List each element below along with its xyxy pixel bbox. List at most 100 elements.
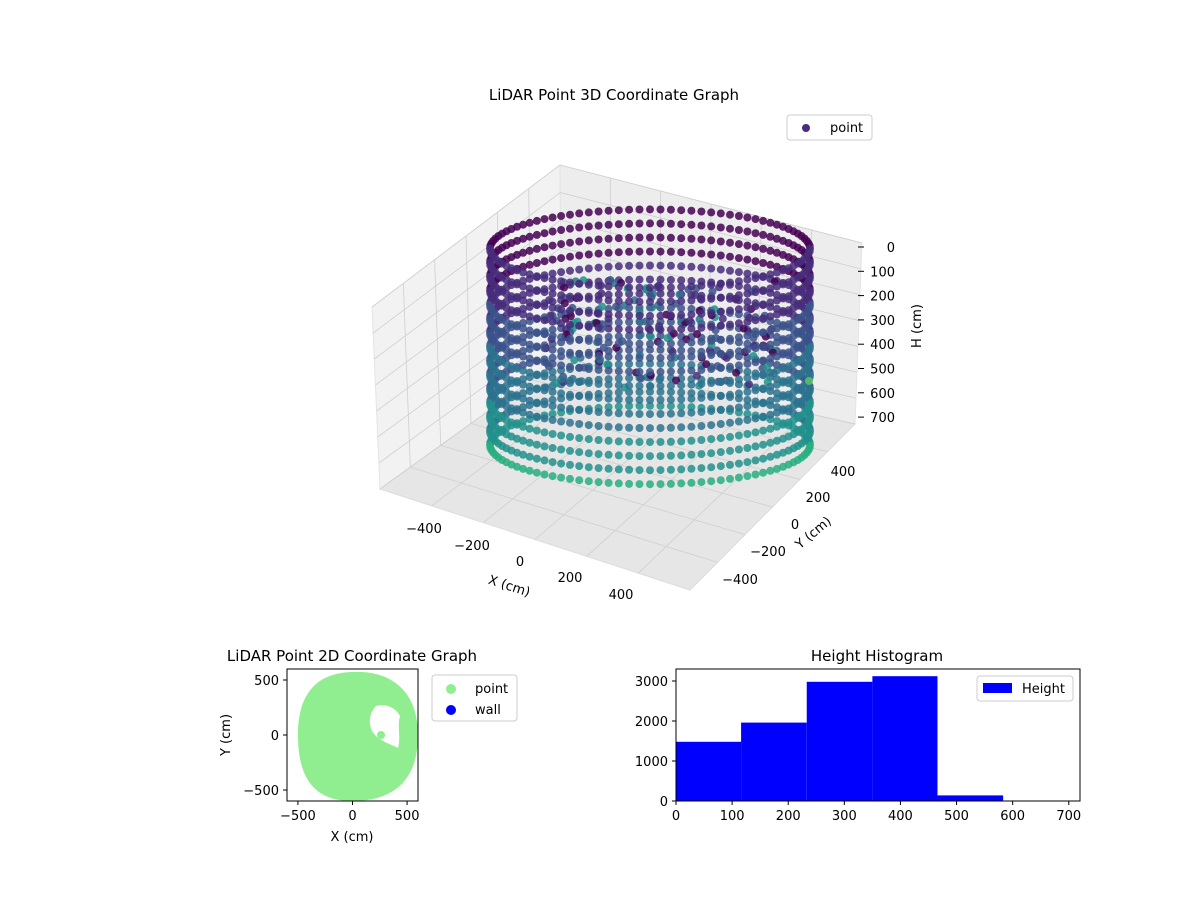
cloud-point (779, 434, 787, 443)
cloud-point (666, 261, 675, 270)
grid-line-z (372, 192, 862, 334)
cloud-point (687, 304, 696, 313)
cloud-point (540, 442, 549, 451)
cloud-point (687, 394, 696, 403)
cloud-point (751, 428, 760, 437)
legend-hist-box (976, 675, 1074, 702)
cloud-point (707, 236, 716, 245)
cloud-point (557, 347, 566, 356)
cloud-point (635, 387, 644, 396)
cloud-point (766, 382, 775, 391)
cloud-point (604, 366, 613, 375)
cloud-point (734, 212, 743, 220)
cloud-point (548, 430, 557, 438)
cloud-point (779, 308, 787, 317)
cloud-point (687, 380, 696, 389)
cloud-point (666, 275, 675, 284)
cloud-point (677, 388, 686, 397)
y-tick-hist: 3000 (635, 675, 668, 690)
x-tick-3d: 200 (558, 571, 583, 586)
cloud-point (677, 451, 686, 460)
cloud-point (766, 466, 775, 475)
cloud-point (635, 247, 644, 256)
cloud-point (525, 270, 534, 279)
cloud-point (734, 254, 743, 263)
cloud-point (532, 384, 541, 393)
cloud-point (614, 290, 623, 299)
cloud-point (646, 339, 654, 348)
cloud-point (584, 264, 593, 273)
cloud-point (677, 367, 686, 376)
cloud-point (743, 416, 752, 424)
cloud-point (734, 291, 743, 300)
cloud-point (584, 449, 593, 458)
cloud-point (635, 297, 644, 306)
cloud-point (540, 288, 549, 297)
cloud-point (625, 381, 634, 390)
cloud-point (614, 248, 623, 257)
cloud-point (557, 431, 566, 440)
cloud-point (716, 462, 725, 471)
cloud-point (726, 252, 734, 261)
cloud-point (548, 373, 557, 382)
title-3d: LiDAR Point 3D Coordinate Graph (489, 86, 739, 104)
cloud-point (532, 412, 541, 421)
cloud-point (575, 349, 584, 358)
cloud-point (604, 248, 613, 257)
cloud-point (614, 283, 623, 291)
cloud-point (743, 289, 752, 298)
y-tick-2d: −500 (243, 784, 279, 799)
plot-3d: LiDAR Point 3D Coordinate Graph X (cm) Y… (371, 86, 925, 603)
cloud-point (687, 338, 696, 347)
cloud-point (548, 472, 557, 481)
cloud-point (594, 235, 603, 244)
hist-bar (872, 676, 938, 801)
cloud-point (766, 438, 775, 447)
cloud-point (687, 347, 696, 355)
cloud-point (656, 381, 665, 390)
cloud-point (604, 464, 613, 473)
legend-3d: point (786, 114, 873, 141)
cloud-point (635, 452, 644, 461)
cloud-point (687, 234, 696, 243)
cloud-point (597, 289, 606, 298)
cloud-point (687, 464, 696, 473)
cloud-point (525, 410, 534, 419)
cloud-point (726, 266, 734, 275)
cloud-point (751, 344, 760, 353)
cloud-point (594, 221, 603, 230)
cloud-point (625, 233, 634, 242)
cloud-point (540, 400, 549, 409)
cloud-point (557, 319, 566, 328)
cloud-point (672, 376, 681, 385)
cloud-point (540, 243, 549, 252)
cloud-point (625, 339, 634, 348)
cloud-point (519, 290, 528, 299)
cloud-point (677, 423, 686, 432)
cloud-point (772, 436, 781, 445)
cloud-point (575, 223, 584, 232)
x-tick-hist: 100 (720, 809, 745, 824)
cloud-point (779, 462, 787, 471)
cloud-point (604, 310, 613, 319)
cloud-point (614, 367, 623, 376)
title-2d: LiDAR Point 2D Coordinate Graph (227, 647, 477, 665)
cloud-point (525, 466, 534, 475)
cloud-point (707, 264, 716, 273)
cloud-point (779, 392, 787, 401)
cloud-point (575, 335, 584, 344)
cloud-point (751, 229, 760, 238)
cloud-point (743, 444, 752, 452)
cloud-point (594, 408, 603, 416)
cloud-point (697, 464, 706, 473)
cloud-point (646, 410, 654, 419)
y-label-2d: Y (cm) (219, 714, 234, 757)
cloud-point (707, 393, 716, 401)
cloud-point (519, 324, 528, 333)
cloud-point (766, 284, 775, 293)
cloud-point (766, 232, 775, 241)
cloud-point (759, 216, 768, 225)
cloud-point (532, 370, 541, 379)
cloud-point (743, 227, 752, 236)
cloud-point (666, 318, 675, 326)
